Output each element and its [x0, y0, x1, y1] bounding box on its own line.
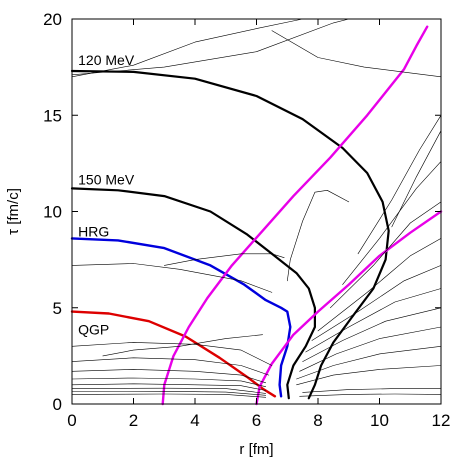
curve-label: 150 MeV [78, 172, 135, 188]
y-tick-label: 0 [53, 395, 62, 414]
series-line-27 [317, 238, 442, 332]
series-line-4 [161, 25, 429, 406]
x-tick-label: 10 [370, 411, 389, 430]
series-line-13 [71, 342, 273, 366]
series-line-19 [71, 391, 266, 396]
series-line-23 [299, 326, 442, 372]
series-line-25 [305, 288, 442, 353]
series-line-26 [311, 265, 442, 341]
series-line-12 [102, 334, 263, 357]
series-line-8 [271, 30, 442, 78]
annotation-group: 120 MeV 150 MeV HRG QGP [78, 52, 135, 338]
series-line-16 [71, 377, 266, 387]
series-line-15 [71, 369, 266, 384]
series-line-18 [71, 387, 266, 394]
series-line-29 [342, 161, 442, 285]
curve-label: QGP [78, 322, 109, 338]
series-line-32 [302, 388, 442, 393]
series-line-28 [330, 201, 442, 309]
series-line-33 [299, 393, 442, 397]
series-line-17 [71, 383, 266, 391]
series-line-11 [287, 190, 350, 282]
series-line-2 [70, 237, 292, 398]
series-line-6 [71, 18, 303, 78]
x-tick-label: 12 [432, 411, 451, 430]
series-line-31 [391, 130, 442, 228]
series-line-30 [357, 115, 442, 255]
series-line-21 [296, 365, 442, 386]
tick-group: 0 2 4 6 8 10 12 0 5 10 15 20 [43, 10, 450, 430]
series-line-0 [70, 69, 390, 400]
series-line-10 [71, 263, 273, 293]
x-axis-label: r [fm] [239, 441, 273, 458]
series-line-5 [255, 210, 443, 406]
x-tick-label: 4 [190, 411, 199, 430]
x-tick-label: 2 [129, 411, 138, 430]
series-line-9 [164, 253, 285, 266]
series-group [70, 18, 443, 406]
series-line-22 [296, 346, 442, 380]
y-axis-label: τ [fm/c] [5, 188, 22, 235]
series-line-24 [302, 307, 442, 362]
y-tick-label: 15 [43, 106, 62, 125]
y-tick-label: 10 [43, 203, 62, 222]
x-tick-label: 8 [313, 411, 322, 430]
x-tick-label: 6 [252, 411, 261, 430]
series-line-20 [71, 393, 266, 398]
series-line-1 [70, 187, 316, 400]
series-line-14 [71, 357, 270, 376]
y-tick-label: 5 [53, 299, 62, 318]
curve-label: 120 MeV [78, 52, 135, 68]
series-line-7 [71, 18, 350, 76]
x-tick-label: 0 [67, 411, 76, 430]
y-tick-label: 20 [43, 10, 62, 29]
curve-label: HRG [78, 224, 109, 240]
